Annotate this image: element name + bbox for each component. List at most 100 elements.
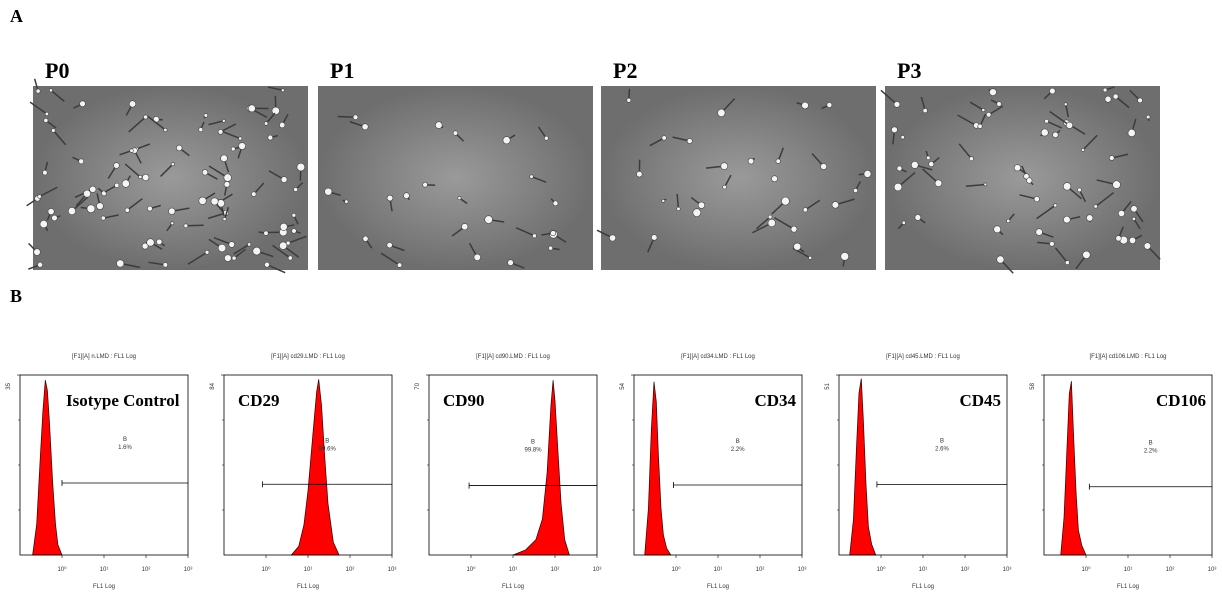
marker-label: CD29 (238, 391, 280, 410)
cell (831, 201, 840, 209)
plot-frame (19, 374, 189, 556)
cell (222, 217, 227, 222)
cell (163, 127, 168, 132)
cell (33, 248, 41, 256)
cell (279, 222, 288, 231)
cell (544, 135, 549, 141)
cell (386, 194, 394, 202)
x-tick-label: 10⁰ (466, 566, 476, 573)
cell-process (756, 216, 771, 230)
cell-process (187, 251, 208, 265)
cell (722, 184, 727, 190)
cell-process (272, 244, 291, 259)
cell (891, 126, 898, 134)
cell (1063, 182, 1072, 191)
cell-process (103, 214, 119, 219)
cell (1146, 114, 1151, 120)
plot-frame (428, 374, 598, 556)
gate-percent: 99.6% (319, 446, 337, 452)
cell-process (39, 186, 58, 198)
cell (548, 245, 553, 251)
x-tick-label: 10³ (1003, 567, 1012, 573)
cell (1118, 209, 1125, 217)
cell-process (672, 136, 690, 142)
cell (170, 221, 175, 226)
cell (969, 156, 974, 162)
cell (231, 255, 237, 261)
cell-process (268, 86, 284, 91)
cell (893, 182, 903, 192)
plot-title: [F1][A] cd106.LMD : FL1 Log (1089, 354, 1166, 360)
cell (661, 135, 667, 141)
x-tick-label: 10⁰ (671, 566, 681, 573)
histogram (1060, 381, 1087, 556)
plot-frame (633, 374, 803, 556)
cell (228, 241, 235, 248)
cell (507, 259, 514, 266)
cell-process (119, 149, 132, 156)
cell (1115, 235, 1122, 242)
x-tick-label: 10² (756, 567, 765, 573)
cell (281, 88, 285, 93)
cell (143, 114, 148, 120)
cell-process (220, 130, 241, 140)
y-tick-label: 84 (210, 382, 216, 389)
y-tick-label: 58 (1030, 382, 1036, 389)
cell (863, 170, 872, 178)
x-tick-label: 10¹ (1124, 567, 1133, 573)
x-tick-label: 10¹ (714, 567, 723, 573)
cell-process (233, 248, 247, 259)
cell (934, 179, 943, 187)
marker-label: Isotype Control (66, 391, 180, 410)
gate-label: B (123, 437, 127, 443)
cell (977, 123, 983, 129)
x-tick-label: 10⁰ (876, 566, 886, 573)
cell (138, 175, 143, 180)
cell (217, 243, 227, 253)
x-tick-label: 10⁰ (57, 566, 67, 573)
cell (550, 230, 557, 237)
cell-process (128, 116, 147, 133)
cell (1026, 177, 1033, 184)
cell-process (147, 115, 166, 131)
x-tick-label: 10¹ (509, 567, 518, 573)
x-tick-label: 10² (346, 567, 355, 573)
cell (1137, 97, 1143, 104)
cell (775, 158, 781, 164)
plot-title: [F1][A] cd45.LMD : FL1 Log (886, 354, 960, 360)
cell (37, 261, 43, 268)
cell (802, 207, 808, 213)
cell (529, 174, 534, 179)
cell-process (50, 89, 65, 102)
cell (79, 100, 86, 107)
y-tick-label: 35 (6, 382, 12, 389)
cell-process (223, 206, 230, 220)
cell (981, 108, 986, 112)
cell (35, 88, 41, 94)
cell (1143, 242, 1152, 250)
x-axis-label: FL1 Log (297, 584, 319, 590)
cell (1035, 228, 1043, 236)
cell (636, 171, 643, 178)
cell (1082, 250, 1091, 259)
cell-process (988, 105, 1004, 116)
cell (926, 155, 931, 161)
cell (910, 161, 919, 169)
cell-process (531, 175, 547, 183)
cell (826, 102, 833, 108)
cell (1102, 87, 1108, 93)
cell (1063, 215, 1071, 224)
x-axis-label: FL1 Log (93, 584, 115, 590)
cell (790, 225, 798, 233)
cell (146, 205, 153, 212)
cell-process (380, 252, 400, 266)
cell (484, 215, 493, 224)
cell (67, 207, 76, 216)
cell (146, 238, 155, 247)
cell-process (220, 123, 237, 133)
cell (532, 233, 537, 239)
cell (781, 196, 790, 206)
cell (1104, 95, 1112, 103)
cell (928, 161, 935, 167)
